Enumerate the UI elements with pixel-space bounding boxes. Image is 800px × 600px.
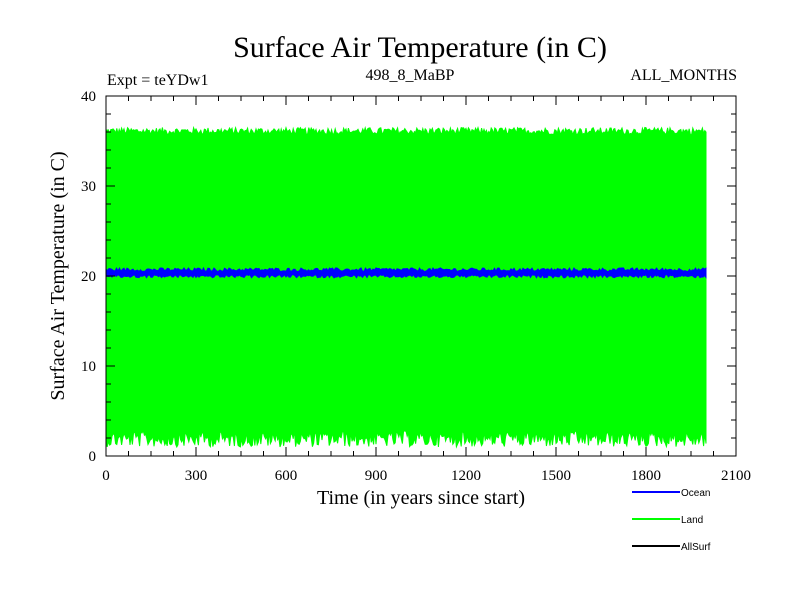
x-tick-label: 300 [185, 468, 208, 484]
x-axis: 0 300 600 900 1200 1500 1800 2100 [102, 96, 751, 484]
y-tick-label: 30 [81, 179, 96, 195]
x-tick-label: 1200 [451, 468, 481, 484]
subtitle-period: 498_8_MaBP [366, 67, 455, 84]
x-tick-label: 1500 [541, 468, 571, 484]
ocean-series [105, 266, 707, 279]
x-tick-label: 1800 [631, 468, 661, 484]
subtitle-experiment: Expt = teYDw1 [107, 72, 208, 89]
land-series [105, 125, 707, 449]
y-tick-label: 20 [81, 269, 96, 285]
x-tick-label: 2100 [721, 468, 751, 484]
y-tick-label: 10 [81, 359, 96, 375]
x-tick-label: 900 [365, 468, 388, 484]
y-tick-label: 40 [81, 89, 96, 105]
subtitle-months: ALL_MONTHS [630, 67, 737, 84]
legend-label-allsurf: AllSurf [681, 542, 711, 553]
legend-label-land: Land [681, 515, 703, 526]
y-axis: 0 10 20 30 40 [81, 89, 736, 465]
x-axis-label: Time (in years since start) [317, 487, 525, 509]
x-tick-label: 600 [275, 468, 298, 484]
chart-title: Surface Air Temperature (in C) [233, 31, 607, 64]
legend: Ocean Land AllSurf [632, 488, 711, 553]
x-tick-label: 0 [102, 468, 110, 484]
y-axis-label: Surface Air Temperature (in C) [47, 151, 69, 400]
legend-label-ocean: Ocean [681, 488, 710, 499]
y-tick-label: 0 [89, 449, 97, 465]
plot-data [105, 125, 707, 449]
